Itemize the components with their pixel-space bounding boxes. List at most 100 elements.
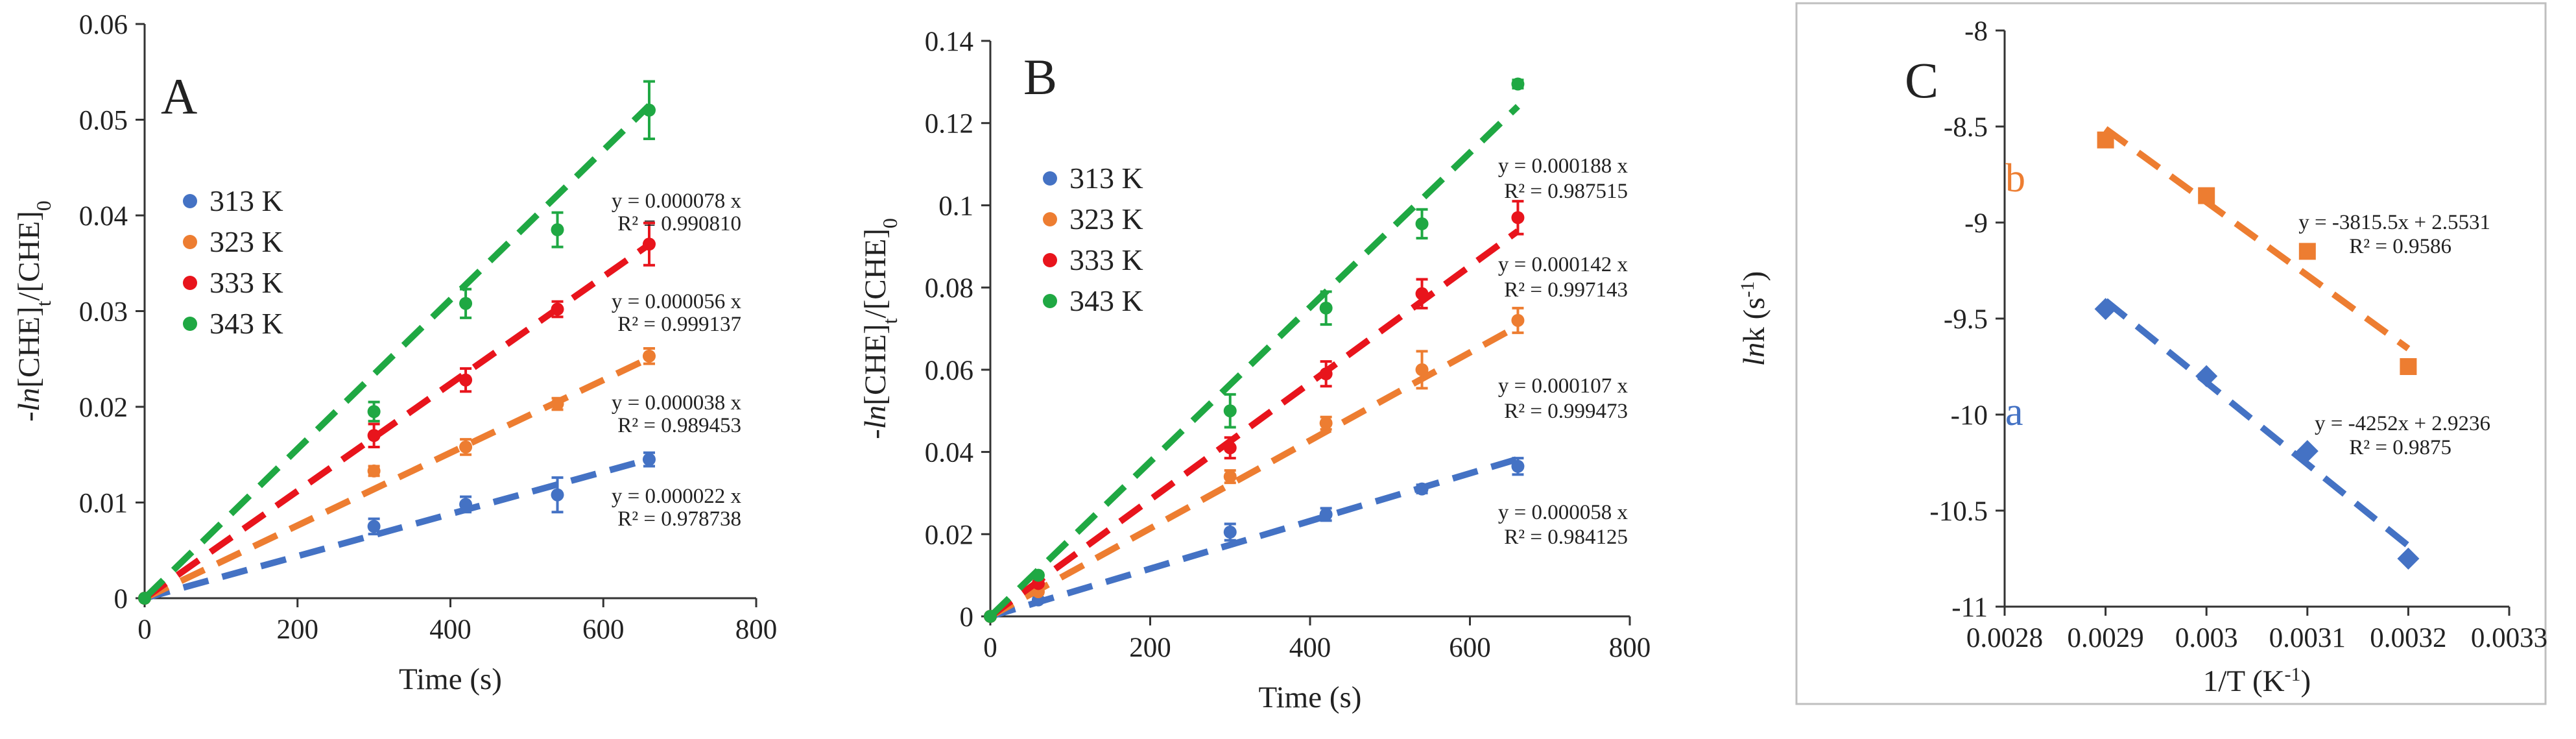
data-point (1511, 77, 1525, 91)
x-tick-label: 0.0029 (2067, 623, 2143, 653)
chart-panel-c: 0.0028 0.0029 0.003 0.0031 0.0032 0.0033 -11 -1… (1737, 2, 2547, 705)
data-point (2298, 243, 2316, 260)
data-point (2400, 358, 2417, 375)
data-point (1031, 568, 1045, 582)
trendline-equation: y = 0.000078 x (612, 189, 742, 213)
data-point (459, 297, 473, 310)
y-title-che0: /[CHE] (859, 228, 892, 318)
y-title-sub-0: 0 (878, 218, 901, 228)
data-point (1319, 417, 1333, 430)
trendline-equation: y = 0.000142 x (1498, 253, 1628, 276)
x-axis-title-sup: -1 (2285, 664, 2301, 685)
trendline-r2: R² = 0.984125 (1504, 526, 1628, 549)
trendline (142, 103, 652, 601)
y-tick-label: 0.06 (925, 356, 973, 386)
series-letter-label: b (2005, 156, 2025, 200)
trendline-equation: y = 0.000038 x (612, 391, 742, 415)
trendline-equation: y = 0.000022 x (612, 485, 742, 508)
series-letter-label: a (2005, 390, 2023, 434)
x-tick-label: 400 (1289, 633, 1331, 663)
trendline-r2: R² = 0.987515 (1504, 180, 1628, 203)
y-tick-label: 0 (960, 602, 974, 633)
legend-label: 313 K (209, 184, 283, 217)
data-point (1319, 301, 1333, 315)
y-axis-title: lnk (s-1) (1737, 271, 1772, 366)
y-axis-title: -ln[CHE]t/[CHE]0 (12, 200, 55, 422)
trendline-r2: R² = 0.989453 (617, 414, 741, 437)
legend-marker (183, 194, 197, 208)
x-tick-label: 0.0031 (2269, 623, 2346, 653)
data-point (1319, 367, 1333, 381)
data-point (1511, 459, 1525, 473)
y-title-che: [CHE] (859, 324, 892, 405)
y-tick-label: 0.04 (925, 438, 973, 468)
legend-marker (1043, 171, 1057, 186)
y-tick-label: -8 (1964, 16, 1988, 47)
y-title-che0: /[CHE] (12, 211, 46, 300)
trendline-r2: R² = 0.978738 (617, 507, 741, 531)
data-point (642, 103, 656, 117)
trendline-r2: R² = 0.997143 (1504, 278, 1628, 302)
trendline (2103, 126, 2411, 352)
series-343-k: y = 0.000078 xR² = 0.990810 (138, 80, 742, 605)
x-tick-label: 0.0028 (1966, 623, 2043, 653)
x-tick-label: 400 (429, 614, 471, 645)
series-333-k: y = 0.000056 xR² = 0.999137 (138, 221, 742, 605)
data-point (1511, 313, 1525, 327)
data-point (984, 610, 997, 623)
x-tick-label: 200 (1129, 633, 1171, 663)
legend-marker (1043, 253, 1057, 267)
series-313-k: y = 0.000022 xR² = 0.978738 (138, 451, 742, 605)
data-point (1223, 470, 1237, 483)
trendline-equation: y = 0.000107 x (1498, 374, 1628, 398)
legend-label: 333 K (1069, 243, 1143, 276)
trendline-r2: R² = 0.999473 (1504, 400, 1628, 423)
trendline-equation: y = 0.000058 x (1498, 501, 1628, 524)
data-point (1415, 287, 1429, 300)
trendline-equation: y = 0.000188 x (1498, 154, 1628, 178)
y-tick-label: -8.5 (1944, 112, 1988, 143)
legend-label: 323 K (209, 225, 283, 258)
trendline-r2: R² = 0.999137 (617, 313, 741, 336)
trendline (988, 228, 1520, 620)
y-tick-label: 0.12 (925, 109, 973, 139)
x-axis-title: Time (s) (1259, 681, 1362, 714)
legend-label: 343 K (209, 307, 283, 340)
panel-label: A (161, 68, 197, 125)
y-title-minus: - (859, 429, 892, 439)
data-point (367, 464, 381, 478)
chart-panel-b: 0 200 400 600 800 0 0.02 0.04 0.06 0.08 0.1 0.12 0.1… (859, 27, 1651, 714)
trendline (989, 455, 1519, 620)
x-axis-title: 1/T (K-1) (2203, 664, 2311, 699)
x-tick-label: 600 (1449, 633, 1491, 663)
data-point (1511, 211, 1525, 224)
series-323-k: y = 0.000038 xR² = 0.989453 (138, 347, 742, 605)
trendline-equation: y = 0.000056 x (612, 290, 742, 313)
panel-label: C (1905, 52, 1938, 108)
data-point (367, 429, 381, 442)
y-tick-label: 0.05 (79, 106, 128, 136)
data-point (2195, 365, 2218, 387)
x-axis-title-main: 1/T (K (2203, 664, 2285, 698)
data-point (1415, 217, 1429, 230)
y-title-sub-t: t (878, 318, 901, 324)
y-tick-label: 0.02 (79, 393, 128, 423)
panel-label: B (1023, 49, 1057, 105)
x-tick-label: 0 (137, 614, 152, 645)
trendline-r2: R² = 0.9875 (2349, 436, 2451, 459)
trendline (143, 456, 650, 601)
y-tick-label: 0 (114, 584, 128, 614)
y-axis-title: -ln[CHE]t/[CHE]0 (859, 218, 901, 439)
y-title-minus: - (12, 411, 46, 422)
y-tick-label: 0.01 (79, 489, 128, 519)
trendline (143, 241, 651, 601)
legend-marker (183, 235, 197, 249)
legend-marker (183, 276, 197, 290)
x-axis-title-end: ) (2301, 664, 2311, 698)
data-point (642, 453, 656, 466)
data-point (642, 237, 656, 251)
data-point (1415, 482, 1429, 496)
